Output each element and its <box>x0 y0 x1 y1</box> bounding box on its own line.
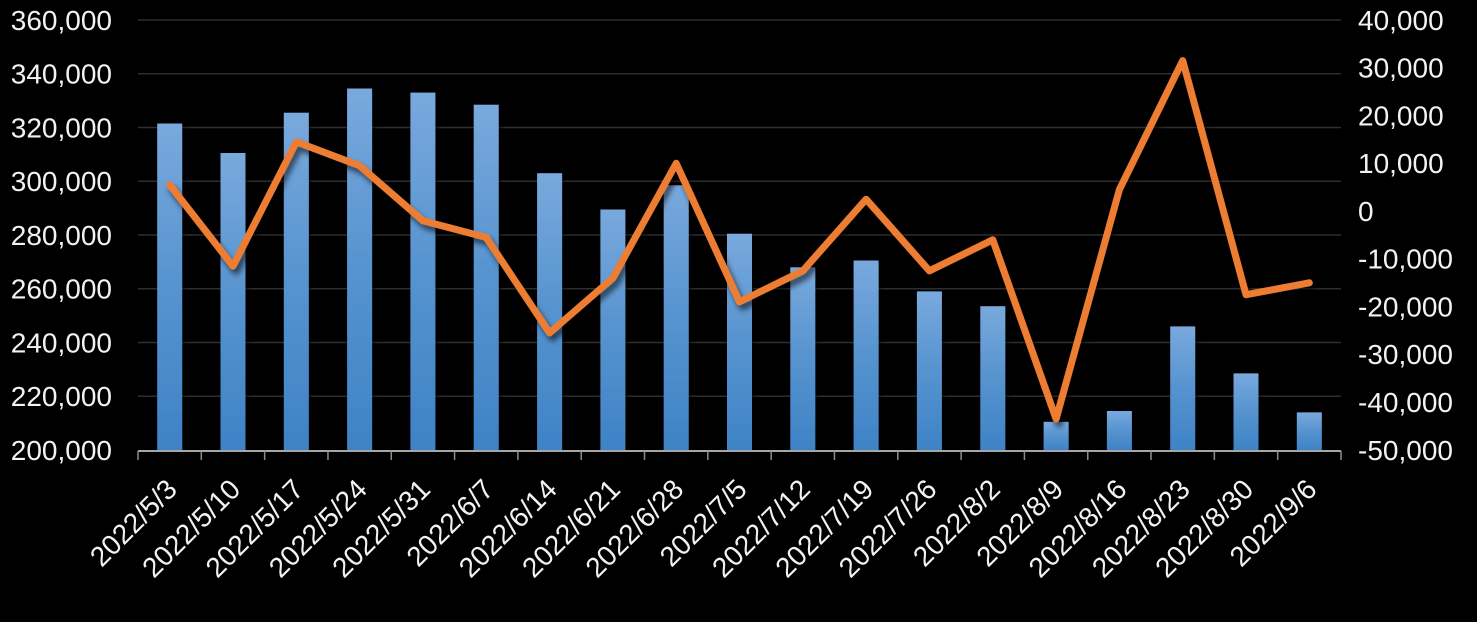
bar-2022-7-12[interactable] <box>790 267 816 451</box>
bar-2022-5-31[interactable] <box>410 92 436 450</box>
right-axis-tick-label: -20,000 <box>1358 291 1453 322</box>
left-axis-tick-label: 280,000 <box>11 220 112 251</box>
bar-2022-8-9[interactable] <box>1043 421 1069 450</box>
bar-series <box>157 88 1322 451</box>
left-axis-tick-label: 240,000 <box>11 327 112 358</box>
bar-2022-5-17[interactable] <box>283 112 309 450</box>
left-axis-tick-label: 360,000 <box>11 5 112 36</box>
left-axis-tick-label: 220,000 <box>11 381 112 412</box>
bar-2022-8-2[interactable] <box>980 306 1006 450</box>
right-axis-tick-label: 0 <box>1358 196 1374 227</box>
left-axis-tick-label: 200,000 <box>11 435 112 466</box>
left-axis-tick-label: 260,000 <box>11 274 112 305</box>
right-axis-tick-label: 30,000 <box>1358 53 1444 84</box>
bar-2022-8-23[interactable] <box>1170 326 1196 450</box>
bar-2022-9-6[interactable] <box>1296 412 1322 450</box>
change-line[interactable] <box>166 57 1313 423</box>
left-axis-tick-label: 320,000 <box>11 112 112 143</box>
bar-2022-5-24[interactable] <box>347 88 373 451</box>
right-axis-tick-label: -30,000 <box>1358 339 1453 370</box>
bar-2022-8-16[interactable] <box>1106 411 1132 450</box>
right-axis-tick-label: 10,000 <box>1358 148 1444 179</box>
bar-2022-5-3[interactable] <box>157 123 183 451</box>
bar-2022-6-21[interactable] <box>600 209 626 451</box>
bar-2022-5-10[interactable] <box>220 153 246 450</box>
bar-2022-6-7[interactable] <box>473 104 499 450</box>
bar-2022-6-14[interactable] <box>537 173 563 450</box>
right-axis-tick-label: -50,000 <box>1358 435 1453 466</box>
bar-2022-7-5[interactable] <box>727 233 752 450</box>
right-axis-tick-label: -10,000 <box>1358 244 1453 275</box>
right-axis-tick-label: -40,000 <box>1358 387 1453 418</box>
bar-2022-7-19[interactable] <box>853 260 879 451</box>
left-axis-tick-label: 300,000 <box>11 166 112 197</box>
left-axis-tick-label: 340,000 <box>11 59 112 90</box>
bar-2022-8-30[interactable] <box>1233 373 1259 450</box>
right-axis-tick-label: 40,000 <box>1358 5 1444 36</box>
bar-2022-6-28[interactable] <box>663 185 689 451</box>
right-axis-tick-label: 20,000 <box>1358 100 1444 131</box>
bar-2022-7-26[interactable] <box>916 291 942 450</box>
